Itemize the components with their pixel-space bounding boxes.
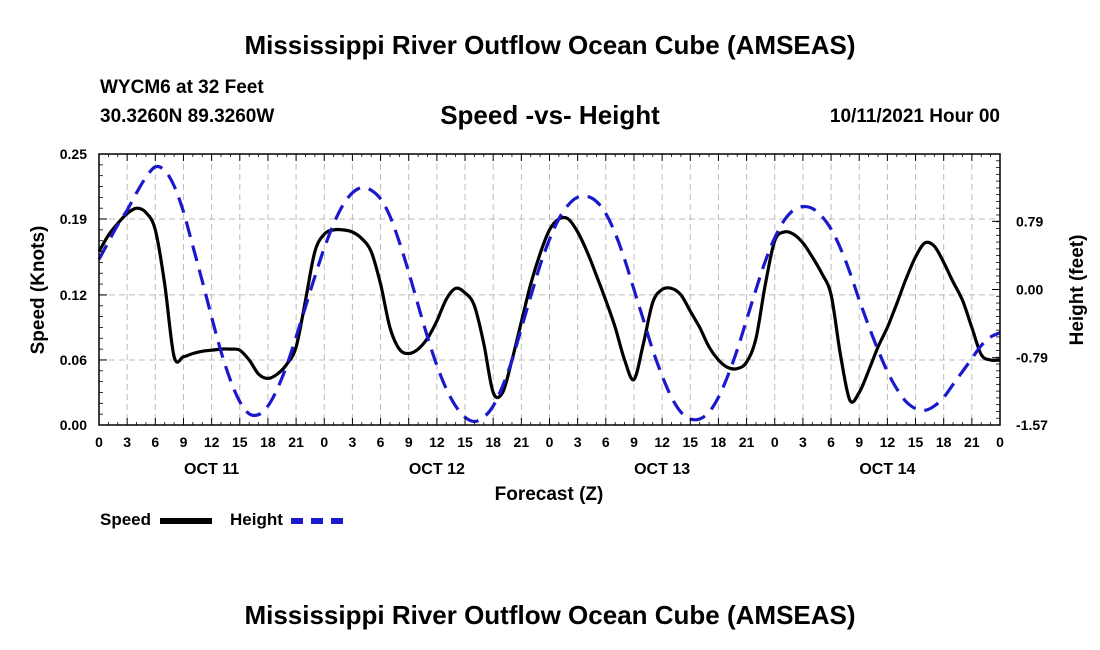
series-line-height: [97, 164, 1001, 424]
x-tick-label: 21: [964, 434, 980, 450]
y-tick-label: 0.25: [60, 146, 87, 162]
legend-label-speed: Speed: [100, 510, 152, 529]
legend-label-height: Height: [230, 510, 283, 529]
x-tick-label: 3: [799, 434, 807, 450]
x-tick-label: 15: [457, 434, 473, 450]
coordinates-label: 30.3260N 89.3260W: [100, 106, 275, 127]
x-tick-label: 0: [771, 434, 779, 450]
x-tick-label: 12: [204, 434, 220, 450]
x-tick-label: 9: [405, 434, 413, 450]
y-tick-label: 0.12: [60, 287, 87, 303]
legend-swatch-speed: [160, 518, 212, 524]
forecast-date-label: 10/11/2021 Hour 00: [829, 106, 1000, 127]
x-tick-label: 12: [880, 434, 896, 450]
x-tick-label: 21: [514, 434, 530, 450]
y2-axis-title: Height (feet): [1067, 235, 1088, 346]
legend-swatch-height: [291, 518, 343, 524]
x-tick-label: 6: [602, 434, 610, 450]
x-tick-label: 18: [936, 434, 952, 450]
y2-tick-label: 0.79: [1016, 213, 1043, 229]
y-tick-label: 0.19: [60, 211, 87, 227]
axes: 0 3 6 9 12 15 18 21 0 3 6 9 12 15 18 21 0 3 6 9 12 15 18 21 0 3 6 9…: [60, 146, 1048, 478]
x-tick-label: 0: [546, 434, 554, 450]
x-tick-label: 15: [232, 434, 248, 450]
x-tick-label: 3: [349, 434, 357, 450]
y2-tick-label: -0.79: [1016, 350, 1048, 366]
day-label: OCT 11: [184, 461, 239, 478]
x-tick-label: 21: [288, 434, 304, 450]
y2-tick-label: 0.00: [1016, 282, 1043, 298]
station-label: WYCM6 at 32 Feet: [100, 77, 264, 98]
x-tick-label: 6: [151, 434, 159, 450]
x-tick-label: 6: [377, 434, 385, 450]
x-tick-label: 6: [827, 434, 835, 450]
x-tick-label: 3: [123, 434, 131, 450]
x-tick-label: 9: [630, 434, 638, 450]
x-tick-label: 21: [739, 434, 755, 450]
day-label: OCT 14: [859, 461, 915, 478]
x-tick-label: 9: [855, 434, 863, 450]
series-line-speed: [97, 206, 1001, 404]
y-tick-label: 0.00: [60, 417, 87, 433]
x-tick-label: 18: [260, 434, 276, 450]
x-tick-label: 15: [682, 434, 698, 450]
x-axis-title: Forecast (Z): [495, 484, 604, 505]
x-tick-label: 18: [711, 434, 727, 450]
x-tick-label: 9: [180, 434, 188, 450]
footer-title: Mississippi River Outflow Ocean Cube (AM…: [244, 600, 856, 630]
x-tick-label: 18: [485, 434, 501, 450]
x-tick-label: 0: [320, 434, 328, 450]
chart-subtitle: Speed -vs- Height: [440, 100, 660, 130]
x-tick-label: 12: [654, 434, 670, 450]
x-tick-label: 12: [429, 434, 445, 450]
x-tick-label: 0: [95, 434, 103, 450]
y-axis-title: Speed (Knots): [28, 226, 49, 355]
chart-main-title: Mississippi River Outflow Ocean Cube (AM…: [244, 30, 856, 60]
day-label: OCT 13: [634, 461, 690, 478]
y-tick-label: 0.06: [60, 352, 87, 368]
y2-tick-label: -1.57: [1016, 417, 1048, 433]
x-tick-label: 15: [908, 434, 924, 450]
grid-lines: [99, 154, 1000, 425]
x-tick-label: 0: [996, 434, 1004, 450]
series-lines: [97, 164, 1001, 424]
day-label: OCT 12: [409, 461, 465, 478]
x-tick-label: 3: [574, 434, 582, 450]
